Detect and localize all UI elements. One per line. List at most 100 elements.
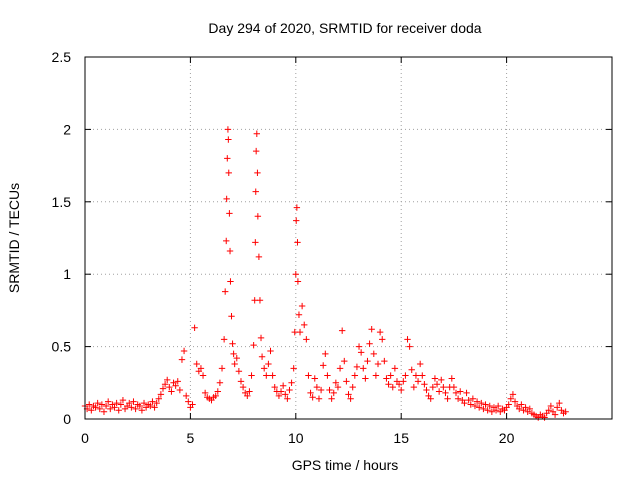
data-point (505, 401, 512, 408)
data-point (197, 365, 205, 372)
data-point (263, 372, 270, 379)
data-point (265, 360, 272, 368)
data-point (252, 147, 260, 155)
data-point (444, 395, 451, 402)
data-point (214, 388, 222, 395)
data-point (235, 368, 243, 375)
data-point (423, 386, 430, 394)
data-point (132, 405, 139, 413)
data-point (435, 388, 443, 395)
data-point (475, 404, 483, 411)
data-point (296, 328, 304, 336)
data-point (172, 382, 179, 389)
data-point (189, 401, 196, 408)
data-point (115, 407, 122, 414)
data-point (218, 365, 226, 372)
data-point (467, 401, 474, 408)
data-point (347, 395, 354, 402)
data-point (338, 327, 346, 334)
data-point (225, 169, 232, 177)
data-point (180, 347, 188, 355)
data-point (465, 396, 472, 404)
data-point (254, 213, 262, 220)
data-point (193, 360, 200, 368)
data-point (433, 381, 441, 388)
data-point (351, 372, 359, 379)
data-point (107, 405, 114, 413)
data-point (389, 383, 396, 391)
data-point (398, 386, 405, 394)
data-point (442, 389, 449, 397)
data-point (149, 398, 156, 405)
data-point (362, 375, 369, 382)
y-tick-label: 2.5 (52, 49, 72, 65)
data-point (161, 381, 169, 388)
data-point (360, 365, 367, 372)
data-point (431, 375, 439, 382)
data-point (191, 324, 198, 331)
data-point (562, 408, 569, 415)
data-point (216, 379, 224, 386)
data-point (387, 372, 394, 379)
gridlines (85, 57, 612, 419)
data-point (379, 336, 386, 343)
x-axis-label: GPS time / hours (292, 457, 399, 473)
data-point (448, 375, 455, 382)
data-point (102, 402, 110, 410)
data-point (294, 239, 301, 246)
data-point (336, 365, 344, 372)
data-point (164, 376, 171, 384)
data-point (201, 389, 209, 397)
data-point (248, 372, 255, 379)
data-point (185, 398, 192, 405)
plot-frame (84, 56, 613, 420)
data-point (322, 350, 329, 358)
data-point (516, 405, 523, 413)
data-point (128, 404, 135, 411)
data-point (284, 395, 291, 402)
data-point (353, 363, 361, 371)
data-point (229, 340, 236, 347)
data-point (313, 383, 321, 391)
data-point (381, 357, 388, 365)
data-point (227, 278, 234, 285)
data-point (252, 188, 259, 195)
data-point (374, 360, 382, 368)
data-point (295, 311, 303, 318)
data-point (522, 404, 529, 411)
data-point (438, 376, 445, 384)
data-point (317, 386, 325, 394)
data-point (307, 389, 314, 397)
data-point (311, 375, 318, 382)
data-point (100, 408, 108, 415)
data-point (471, 402, 479, 410)
data-point (315, 395, 323, 402)
data-point (277, 388, 285, 395)
data-point (253, 130, 261, 137)
data-point (556, 399, 563, 407)
data-point (255, 253, 263, 261)
data-point (155, 395, 162, 402)
data-point (412, 372, 420, 379)
data-point (410, 383, 418, 391)
data-point (182, 392, 190, 400)
data-point (511, 398, 519, 405)
data-point (324, 372, 331, 379)
data-point (153, 399, 160, 407)
data-point (212, 392, 219, 400)
chart-title: Day 294 of 2020, SRMTID for receiver dod… (208, 20, 481, 36)
data-point (174, 378, 181, 385)
data-point (509, 391, 517, 398)
data-point (252, 239, 259, 246)
data-point (545, 407, 552, 414)
data-point (290, 365, 297, 372)
x-tick-label: 15 (393, 430, 409, 446)
data-point (478, 399, 485, 407)
data-point (130, 398, 137, 405)
data-point (492, 407, 500, 414)
data-point (225, 136, 232, 143)
data-point (343, 378, 350, 385)
data-point (111, 404, 118, 411)
data-point (469, 395, 477, 402)
data-point (421, 381, 428, 388)
